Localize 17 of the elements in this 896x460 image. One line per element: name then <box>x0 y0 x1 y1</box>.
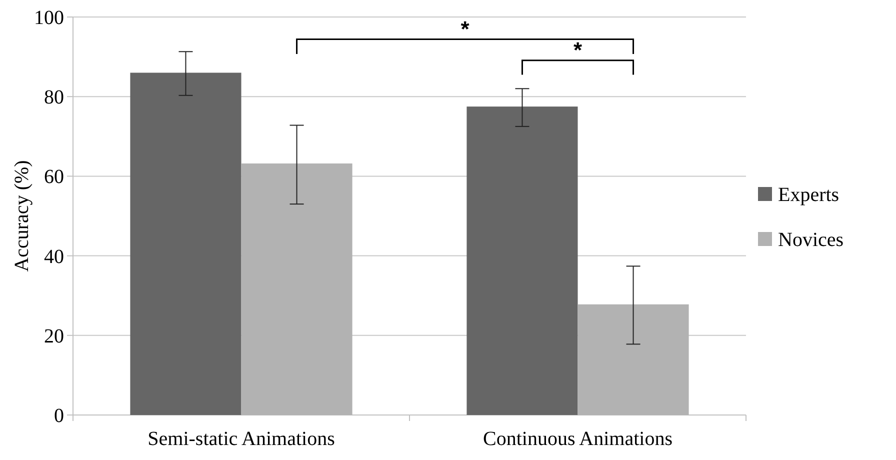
x-tick-label: Semi-static Animations <box>148 428 336 450</box>
y-tick-label: 60 <box>44 166 64 188</box>
annotation: * <box>573 37 582 62</box>
legend-label: Experts <box>778 184 840 206</box>
bar <box>130 72 242 415</box>
y-tick-label: 0 <box>54 405 64 427</box>
legend-label: Novices <box>778 229 844 251</box>
x-tick-label: Continuous Animations <box>483 428 673 450</box>
y-tick-label: 100 <box>34 7 64 29</box>
bar <box>241 163 352 415</box>
bar <box>466 106 578 415</box>
y-axis-title: Accuracy (%) <box>11 160 33 272</box>
annotation: * <box>460 16 470 42</box>
y-tick-label: 80 <box>44 86 64 109</box>
y-tick-label: 20 <box>44 325 64 348</box>
y-tick-label: 40 <box>44 246 64 268</box>
bar <box>578 304 689 415</box>
